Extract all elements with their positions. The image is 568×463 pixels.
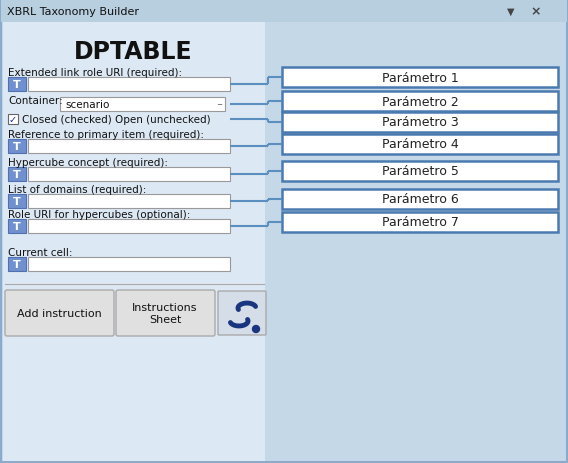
Text: T: T <box>13 169 21 180</box>
Text: Parámetro 7: Parámetro 7 <box>382 216 458 229</box>
FancyBboxPatch shape <box>3 23 265 461</box>
Text: Parámetro 6: Parámetro 6 <box>382 193 458 206</box>
Text: Instructions
Sheet: Instructions Sheet <box>132 302 198 324</box>
FancyBboxPatch shape <box>28 194 230 208</box>
FancyBboxPatch shape <box>116 290 215 336</box>
Text: ×: × <box>530 6 541 19</box>
FancyBboxPatch shape <box>28 257 230 271</box>
Text: T: T <box>13 259 21 269</box>
FancyBboxPatch shape <box>282 162 558 181</box>
FancyBboxPatch shape <box>1 1 567 23</box>
FancyBboxPatch shape <box>218 291 266 335</box>
FancyBboxPatch shape <box>282 135 558 155</box>
Text: Parámetro 5: Parámetro 5 <box>382 165 458 178</box>
Text: DPTABLE: DPTABLE <box>74 40 193 64</box>
FancyBboxPatch shape <box>282 189 558 210</box>
FancyBboxPatch shape <box>8 219 26 233</box>
Text: Parámetro 2: Parámetro 2 <box>382 95 458 108</box>
Text: Add instruction: Add instruction <box>16 308 101 319</box>
FancyBboxPatch shape <box>282 213 558 232</box>
FancyBboxPatch shape <box>8 115 18 125</box>
FancyBboxPatch shape <box>8 140 26 154</box>
Text: Container:: Container: <box>8 96 62 106</box>
Text: Role URI for hypercubes (optional):: Role URI for hypercubes (optional): <box>8 210 190 219</box>
Text: T: T <box>13 197 21 206</box>
FancyBboxPatch shape <box>282 113 558 133</box>
Text: XBRL Taxonomy Builder: XBRL Taxonomy Builder <box>7 7 139 17</box>
Text: ─: ─ <box>217 102 222 108</box>
FancyBboxPatch shape <box>60 98 225 112</box>
Text: Closed (checked) Open (unchecked): Closed (checked) Open (unchecked) <box>22 115 211 125</box>
Text: ▼: ▼ <box>507 7 515 17</box>
Text: Current cell:: Current cell: <box>8 247 73 257</box>
Text: Parámetro 3: Parámetro 3 <box>382 116 458 129</box>
Text: scenario: scenario <box>65 100 110 110</box>
Text: T: T <box>13 221 21 232</box>
FancyBboxPatch shape <box>8 257 26 271</box>
FancyBboxPatch shape <box>282 68 558 88</box>
FancyBboxPatch shape <box>8 78 26 92</box>
Text: Hypercube concept (required):: Hypercube concept (required): <box>8 158 168 168</box>
FancyBboxPatch shape <box>282 92 558 112</box>
Text: T: T <box>13 80 21 90</box>
FancyBboxPatch shape <box>28 219 230 233</box>
FancyBboxPatch shape <box>8 194 26 208</box>
FancyBboxPatch shape <box>8 168 26 181</box>
FancyBboxPatch shape <box>28 78 230 92</box>
Text: T: T <box>13 142 21 152</box>
Text: Extended link role URI (required):: Extended link role URI (required): <box>8 68 182 78</box>
FancyBboxPatch shape <box>28 168 230 181</box>
FancyBboxPatch shape <box>28 140 230 154</box>
Text: Reference to primary item (required):: Reference to primary item (required): <box>8 130 204 140</box>
Text: List of domains (required):: List of domains (required): <box>8 185 147 194</box>
Text: ✓: ✓ <box>9 115 17 125</box>
Circle shape <box>253 326 260 333</box>
Text: Parámetro 4: Parámetro 4 <box>382 138 458 151</box>
FancyBboxPatch shape <box>5 290 114 336</box>
Text: Parámetro 1: Parámetro 1 <box>382 71 458 84</box>
